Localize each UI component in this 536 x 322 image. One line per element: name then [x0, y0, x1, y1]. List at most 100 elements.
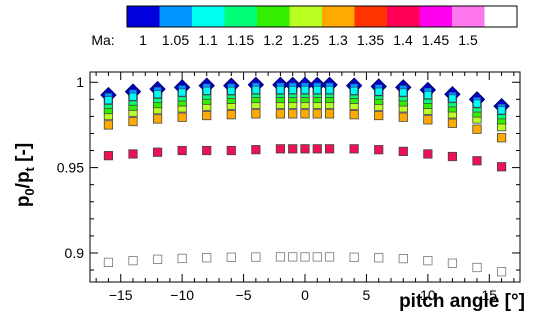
data-point-square: [312, 144, 322, 154]
data-point-square-overlay: [423, 91, 432, 99]
data-point-square: [374, 145, 384, 155]
data-point-square: [128, 256, 138, 266]
data-point-square: [312, 109, 322, 119]
data-point-square-overlay: [129, 92, 137, 101]
data-markers: [100, 76, 510, 277]
y-tick-label: 0.95: [57, 160, 84, 176]
data-point-square-overlay: [313, 86, 322, 94]
data-point-square: [275, 109, 286, 119]
colorbar-level-label: 1.05: [162, 32, 189, 48]
colorbar-level-label: 1.25: [292, 32, 319, 48]
data-point-square: [251, 252, 261, 262]
data-point-square-overlay: [202, 86, 211, 95]
colorbar-level-label: 1.1: [198, 32, 218, 48]
colorbar-swatch: [224, 6, 257, 27]
data-point-square: [177, 253, 187, 264]
colorbar-level-label: 1.4: [393, 32, 413, 48]
data-point-square: [496, 162, 507, 172]
colorbar-level-label: 1.5: [458, 32, 478, 48]
data-point-square: [226, 145, 236, 156]
x-tick-label: 0: [301, 287, 309, 303]
x-tick-label: 10: [420, 287, 436, 303]
x-tick-label: −5: [236, 287, 252, 303]
data-point-square-overlay: [153, 90, 162, 99]
axes: −15 −10 −5 0 5 10 15 0.9 0.95 1: [57, 72, 520, 303]
colorbar-border: [126, 5, 518, 28]
data-point-square: [349, 144, 359, 154]
data-point-square: [152, 254, 163, 264]
data-point-square: [423, 115, 433, 125]
colorbar-swatch: [159, 6, 192, 27]
data-point-square: [349, 252, 359, 262]
data-point-square: [288, 109, 298, 119]
data-point-square: [324, 252, 335, 262]
data-point-square: [496, 267, 507, 277]
mach-colorbar: [126, 5, 518, 28]
data-point-square: [288, 144, 298, 154]
data-point-square: [177, 145, 187, 156]
colorbar-swatch: [192, 6, 225, 27]
data-point-square: [447, 258, 458, 268]
data-point-square: [103, 151, 114, 161]
data-point-square-overlay: [301, 86, 309, 94]
colorbar-level-label: 1.45: [422, 32, 449, 48]
x-tick-label: −15: [109, 287, 133, 303]
data-point-square-overlay: [448, 94, 457, 103]
colorbar-swatch: [289, 6, 322, 27]
colorbar-swatch: [387, 6, 420, 27]
x-axis-label: pitch angle [°]: [399, 291, 525, 312]
data-point-square: [447, 118, 458, 128]
colorbar-swatch: [452, 6, 485, 27]
x-tick-label: 5: [363, 287, 371, 303]
data-point-square: [128, 149, 138, 159]
data-point-square: [128, 116, 138, 127]
data-point-square: [472, 124, 482, 134]
data-point-square: [202, 253, 212, 263]
data-point-square-overlay: [497, 106, 506, 115]
data-point-square: [398, 112, 408, 122]
data-point-square: [275, 252, 286, 262]
data-point-square-overlay: [399, 88, 408, 97]
data-point-square: [300, 144, 310, 154]
data-point-square: [275, 144, 286, 154]
data-point-square: [226, 252, 236, 262]
data-point-square-overlay: [288, 86, 297, 94]
data-point-square: [288, 252, 298, 262]
data-point-square: [423, 149, 433, 159]
colorbar-swatch: [257, 6, 290, 27]
data-point-square: [226, 110, 236, 120]
colorbar-swatch: [322, 6, 355, 27]
data-point-square: [251, 145, 261, 155]
colorbar-level-label: 1.2: [263, 32, 283, 48]
x-tick-label: −10: [170, 287, 194, 303]
data-point-square: [152, 114, 163, 124]
data-point-square: [324, 144, 335, 154]
data-point-square-overlay: [178, 88, 187, 97]
data-point-square-overlay: [325, 86, 334, 94]
data-point-square: [374, 110, 384, 121]
data-point-square: [423, 256, 433, 266]
data-point-square-overlay: [374, 87, 383, 96]
data-point-square: [324, 109, 335, 119]
data-point-square: [496, 133, 507, 143]
data-point-square: [103, 120, 114, 130]
data-point-square-overlay: [276, 86, 285, 94]
data-point-square: [103, 257, 114, 267]
data-point-square: [251, 109, 261, 119]
colorbar-swatch: [354, 6, 387, 27]
data-point-square: [447, 151, 458, 162]
data-point-square: [472, 262, 482, 273]
y-tick-label: 0.9: [65, 245, 85, 261]
data-point-square: [300, 109, 310, 119]
data-point-square-overlay: [251, 86, 260, 94]
colorbar-swatch: [419, 6, 452, 27]
colorbar-level-label: 1: [139, 32, 147, 48]
colorbar-level-label: 1.15: [227, 32, 254, 48]
data-point-square-overlay: [350, 86, 359, 95]
colorbar-level-label: 1.35: [357, 32, 384, 48]
data-point-square: [374, 253, 384, 263]
data-point-square: [472, 156, 482, 166]
x-tick-label: 15: [481, 287, 497, 303]
data-point-square: [349, 110, 359, 120]
